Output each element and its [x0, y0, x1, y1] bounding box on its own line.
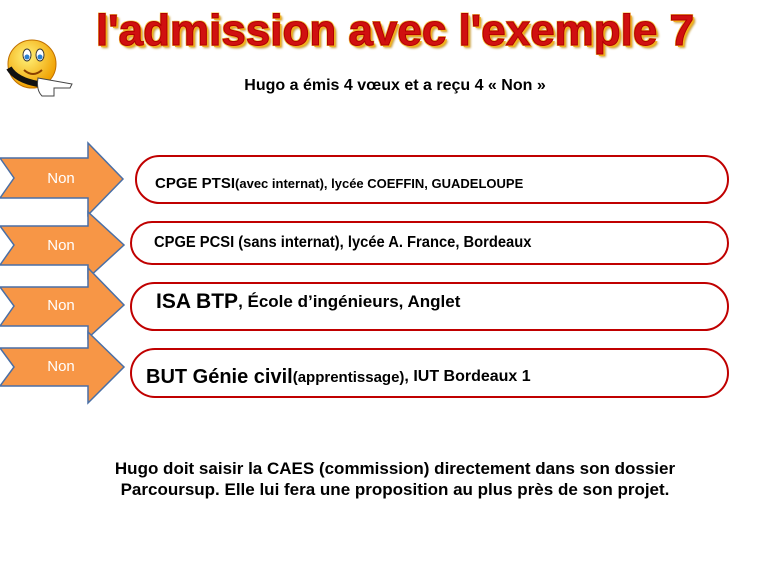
footer-line: Hugo doit saisir la CAES (commission) di… — [114, 459, 676, 478]
wish-name: CPGE PTSI — [155, 175, 236, 192]
smiley-pointing-icon — [6, 39, 73, 97]
footer-text: Hugo doit saisir la CAES (commission) di… — [0, 458, 768, 500]
wish-name: CPGE PCSI (sans internat), lycée A. Fran… — [154, 234, 532, 251]
wish-detail: , École d’ingénieurs, Anglet — [238, 291, 461, 311]
status-label: Non — [47, 237, 75, 254]
wish-detail-small: (apprentissage) — [292, 368, 405, 386]
wish-box: ISA BTP, École d’ingénieurs, Anglet — [130, 282, 729, 331]
wish-detail: , IUT Bordeaux 1 — [404, 368, 531, 385]
wish-name: BUT Génie civil — [146, 365, 293, 388]
wish-detail: (avec internat), lycée COEFFIN, GUADELOU… — [235, 176, 524, 191]
footer-line: Parcoursup. Elle lui fera une propositio… — [120, 480, 670, 499]
status-label: Non — [47, 358, 75, 375]
wish-box: CPGE PTSI (avec internat), lycée COEFFIN… — [135, 155, 729, 204]
wish-name: ISA BTP — [156, 289, 239, 313]
arrow-shape — [0, 330, 126, 405]
status-label: Non — [47, 297, 75, 314]
slide-subtitle: Hugo a émis 4 vœux et a reçu 4 « Non » — [244, 77, 546, 94]
status-label: Non — [47, 170, 75, 187]
wish-box: CPGE PCSI (sans internat), lycée A. Fran… — [130, 221, 729, 265]
wish-box: BUT Génie civil (apprentissage), IUT Bor… — [130, 348, 729, 398]
slide-title: l'admission avec l'exemple 7 — [95, 6, 695, 56]
